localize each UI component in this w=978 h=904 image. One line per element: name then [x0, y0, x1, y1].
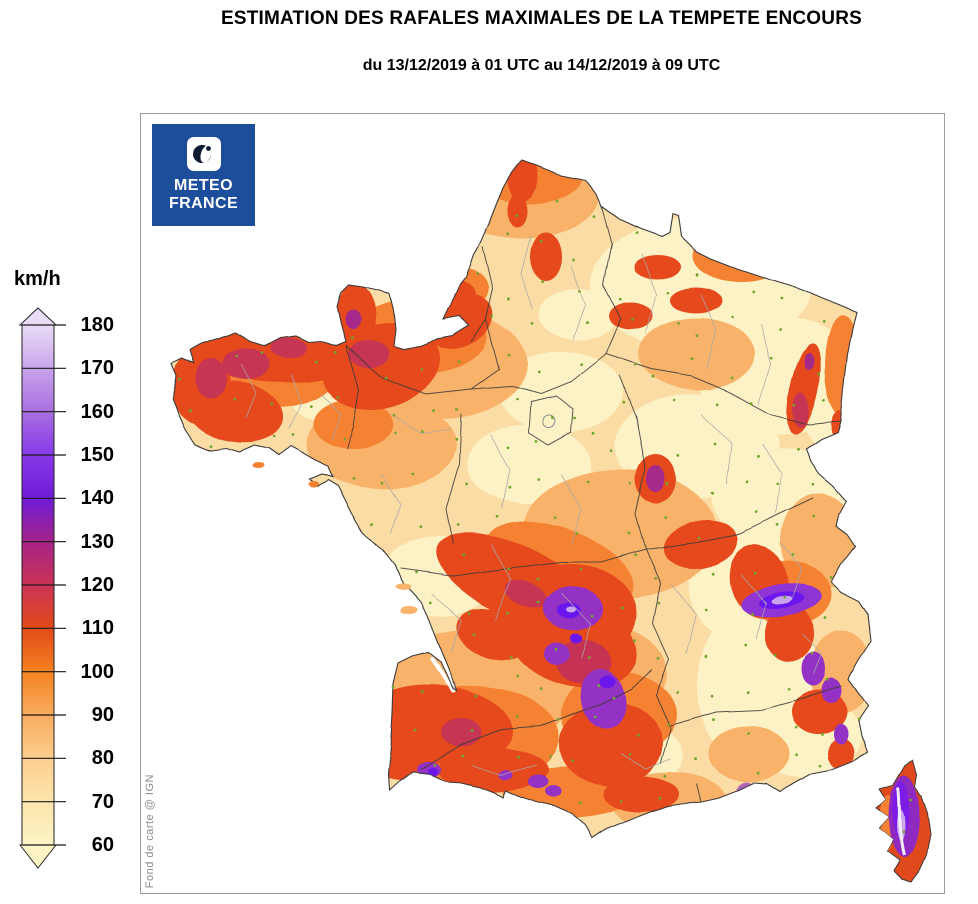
legend-tick-100: 100	[80, 660, 114, 683]
legend-gradient-bar	[18, 307, 66, 869]
legend-tick-170: 170	[80, 357, 114, 380]
legend-arrow-down-icon	[18, 844, 58, 869]
legend-arrow-up-icon	[18, 307, 58, 326]
legend-tick-160: 160	[80, 400, 114, 423]
logo-line1: METEO	[174, 177, 233, 194]
france-wind-map	[170, 160, 931, 883]
meteo-france-icon	[186, 137, 221, 171]
legend-tick-120: 120	[80, 574, 114, 596]
chart-header: ESTIMATION DES RAFALES MAXIMALES DE LA T…	[140, 0, 943, 75]
islands	[253, 463, 418, 614]
map-attribution: Fond de carte @ IGN	[144, 773, 156, 888]
legend-tick-60: 60	[91, 834, 114, 856]
corsica	[876, 758, 931, 883]
legend-tick-80: 80	[91, 747, 114, 770]
page-title: ESTIMATION DES RAFALES MAXIMALES DE LA T…	[220, 8, 862, 29]
map-graphics	[170, 160, 931, 883]
legend-tick-150: 150	[80, 444, 114, 466]
page-subtitle: du 13/12/2019 à 01 UTC au 14/12/2019 à 0…	[362, 57, 721, 74]
legend-tick-110: 110	[81, 617, 114, 640]
wind-scale-legend: km/h 180 170 160 150 140 130 120 110 100 90 80 70 60	[8, 268, 138, 893]
legend-tick-90: 90	[91, 704, 114, 726]
legend-tick-130: 130	[80, 530, 114, 553]
legend-tick-70: 70	[91, 790, 114, 813]
town-dots	[177, 199, 913, 835]
meteo-france-logo: METEO FRANCE	[152, 124, 255, 226]
map-panel: METEO FRANCE Fond de carte @ IGN	[140, 113, 945, 894]
legend-tick-180: 180	[80, 314, 114, 336]
legend-tick-140: 140	[80, 487, 114, 510]
legend-unit-label: km/h	[14, 268, 61, 290]
logo-line2: FRANCE	[168, 195, 239, 212]
